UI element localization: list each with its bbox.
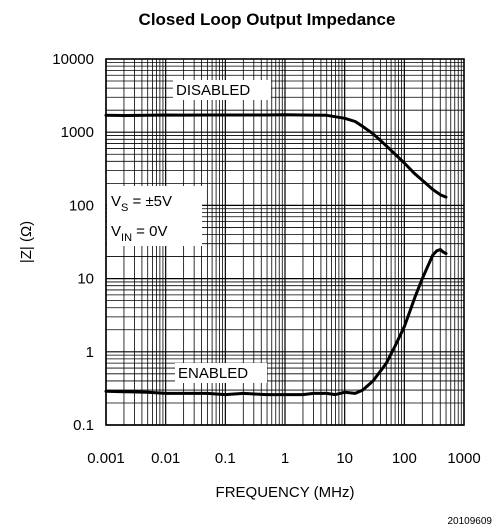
figure-number: 20109609 [448,516,493,527]
curves [104,113,448,397]
conditions-bg [107,186,202,246]
x-tick-label: 0.01 [151,450,180,467]
y-tick-label: 100 [69,197,94,214]
x-tick-label: 0.1 [215,450,236,467]
disabled-curve [104,113,448,199]
x-tick-label: 100 [392,450,417,467]
y-axis-label: |Z| (Ω) [18,221,35,263]
x-tick-label: 1000 [447,450,480,467]
y-tick-label: 10000 [52,51,94,68]
x-axis-label: FREQUENCY (MHz) [216,484,355,501]
x-tick-label: 0.001 [87,450,125,467]
disabled-label-bg [173,80,271,100]
plot-frame [105,58,465,426]
enabled-label: ENABLED [178,365,248,382]
annotations: DISABLED ENABLED VS = ±5V VIN = 0V [107,80,271,383]
y-tick-label: 1000 [61,124,94,141]
x-tick-label: 1 [281,450,289,467]
chart-title: Closed Loop Output Impedance [139,10,396,29]
tick-labels: 0.001 0.01 0.1 1 10 100 1000 0.1 1 10 100 1000 10000 [52,51,480,467]
y-tick-label: 0.1 [73,417,94,434]
vin-condition-label: VIN = 0V [111,223,167,244]
y-tick-label: 10 [77,271,94,288]
enabled-curve [104,248,448,397]
disabled-label: DISABLED [176,82,250,99]
y-tick-label: 1 [86,344,94,361]
enabled-label-bg [175,363,267,383]
x-tick-label: 10 [336,450,353,467]
vs-condition-label: VS = ±5V [111,193,172,214]
